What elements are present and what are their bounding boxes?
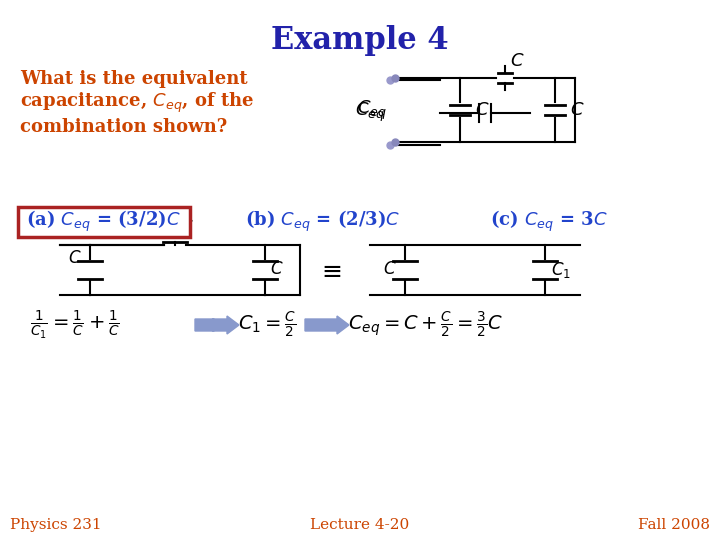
Text: $C_{eq}$: $C_{eq}$: [355, 101, 385, 124]
Text: (a) $C_{eq}$ = (3/2)$C$: (a) $C_{eq}$ = (3/2)$C$: [26, 208, 181, 234]
Text: $C$: $C$: [510, 52, 524, 70]
FancyBboxPatch shape: [18, 207, 190, 237]
Text: What is the equivalent
capacitance, $C_{eq}$, of the
combination shown?: What is the equivalent capacitance, $C_{…: [20, 70, 254, 136]
Text: $C$: $C$: [270, 261, 284, 279]
Text: Example 4: Example 4: [271, 25, 449, 56]
Text: Fall 2008: Fall 2008: [638, 518, 710, 532]
Text: $C$: $C$: [180, 219, 194, 237]
Text: $C$: $C$: [570, 101, 585, 119]
Text: $C$: $C$: [383, 261, 397, 279]
Text: $C$: $C$: [68, 250, 82, 267]
Text: $C_1$: $C_1$: [551, 260, 571, 280]
Text: Physics 231: Physics 231: [10, 518, 102, 532]
FancyArrow shape: [195, 316, 239, 334]
Text: $C_1 = \frac{C}{2}$: $C_1 = \frac{C}{2}$: [238, 310, 297, 340]
FancyArrow shape: [305, 316, 349, 334]
Text: Lecture 4-20: Lecture 4-20: [310, 518, 410, 532]
Text: (c) $C_{eq}$ = 3$C$: (c) $C_{eq}$ = 3$C$: [490, 208, 608, 234]
Text: $\equiv$: $\equiv$: [318, 258, 343, 282]
Text: $C_{eq} = C + \frac{C}{2} = \frac{3}{2}C$: $C_{eq} = C + \frac{C}{2} = \frac{3}{2}C…: [348, 310, 503, 340]
Text: $\frac{1}{C_1} = \frac{1}{C} + \frac{1}{C}$: $\frac{1}{C_1} = \frac{1}{C} + \frac{1}{…: [30, 309, 120, 341]
Text: (b) $C_{eq}$ = (2/3)$C$: (b) $C_{eq}$ = (2/3)$C$: [245, 208, 400, 234]
Text: $C$: $C$: [475, 101, 490, 119]
Text: $C_{eq}$: $C_{eq}$: [357, 98, 387, 122]
